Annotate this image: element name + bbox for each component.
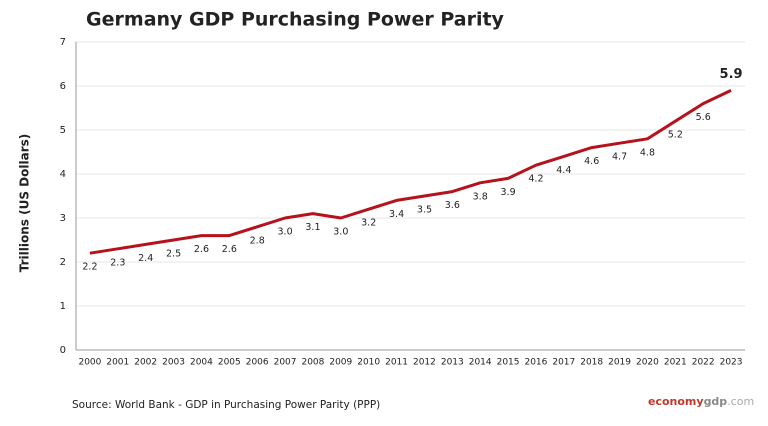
y-axis-label: Trillions (US Dollars) (18, 134, 32, 272)
x-tick-label: 2006 (246, 358, 269, 368)
x-tick-label: 2002 (134, 358, 157, 368)
x-tick-label: 2016 (524, 358, 547, 368)
x-tick-label: 2023 (720, 358, 743, 368)
x-tick-label: 2007 (274, 358, 297, 368)
data-label: 2.3 (110, 257, 125, 268)
data-label: 4.2 (528, 174, 543, 185)
data-label: 3.9 (501, 187, 516, 198)
source: Source: World Bank - GDP in Purchasing P… (72, 399, 380, 411)
data-label: 4.6 (584, 156, 599, 167)
data-label: 2.2 (82, 262, 97, 273)
data-label: 3.5 (417, 205, 432, 216)
data-label: 3.6 (445, 200, 460, 211)
x-tick-label: 2004 (190, 358, 213, 368)
data-label: 2.8 (250, 235, 265, 246)
x-tick-label: 2012 (413, 358, 436, 368)
data-label: 3.0 (278, 227, 293, 238)
x-tick-label: 2013 (441, 358, 464, 368)
x-tick-label: 2017 (552, 358, 575, 368)
x-tick-label: 2003 (162, 358, 185, 368)
y-tick-label: 1 (60, 301, 66, 312)
chart-title: Germany GDP Purchasing Power Parity (86, 9, 505, 31)
data-label: 3.0 (333, 227, 348, 238)
x-tick-label: 2000 (78, 358, 101, 368)
y-tick-label: 5 (60, 125, 66, 136)
x-tick-label: 2005 (218, 358, 241, 368)
data-label: 3.1 (305, 222, 320, 233)
data-label: 2.4 (138, 253, 153, 264)
y-tick-label: 6 (60, 81, 66, 92)
y-tick-label: 0 (60, 345, 66, 356)
x-tick-label: 2015 (497, 358, 520, 368)
data-label: 5.6 (696, 112, 711, 123)
data-label: 2.6 (222, 244, 237, 255)
x-tick-label: 2022 (692, 358, 715, 368)
x-tick-label: 2001 (106, 358, 129, 368)
data-label: 3.4 (389, 209, 404, 220)
line (89, 89, 732, 255)
data-label: 5.9 (720, 67, 743, 82)
data-label: 4.7 (612, 152, 627, 163)
x-tick-label: 2018 (580, 358, 603, 368)
watermark-part: economy (648, 395, 704, 408)
x-tick-label: 2011 (385, 358, 408, 368)
x-tick-label: 2009 (329, 358, 352, 368)
watermark: economygdp.com (648, 395, 754, 408)
y-tick-label: 7 (60, 37, 66, 48)
x-tick-label: 2020 (636, 358, 659, 368)
y-tick-label: 2 (60, 257, 66, 268)
data-label: 2.5 (166, 249, 181, 260)
x-tick-label: 2008 (301, 358, 324, 368)
data-label: 3.2 (361, 218, 376, 229)
watermark-part: .com (727, 395, 754, 408)
data-label: 3.8 (473, 191, 488, 202)
watermark-part: gdp (704, 395, 728, 408)
data-label: 4.4 (556, 165, 571, 176)
x-tick-label: 2019 (608, 358, 631, 368)
x-tick-label: 2010 (357, 358, 380, 368)
data-label: 5.2 (668, 130, 683, 141)
data-label: 2.6 (194, 244, 209, 255)
data-label: 4.8 (640, 147, 655, 158)
x-tick-label: 2021 (664, 358, 687, 368)
x-tick-label: 2014 (469, 358, 492, 368)
y-tick-label: 3 (60, 213, 66, 224)
y-tick-label: 4 (60, 169, 66, 180)
